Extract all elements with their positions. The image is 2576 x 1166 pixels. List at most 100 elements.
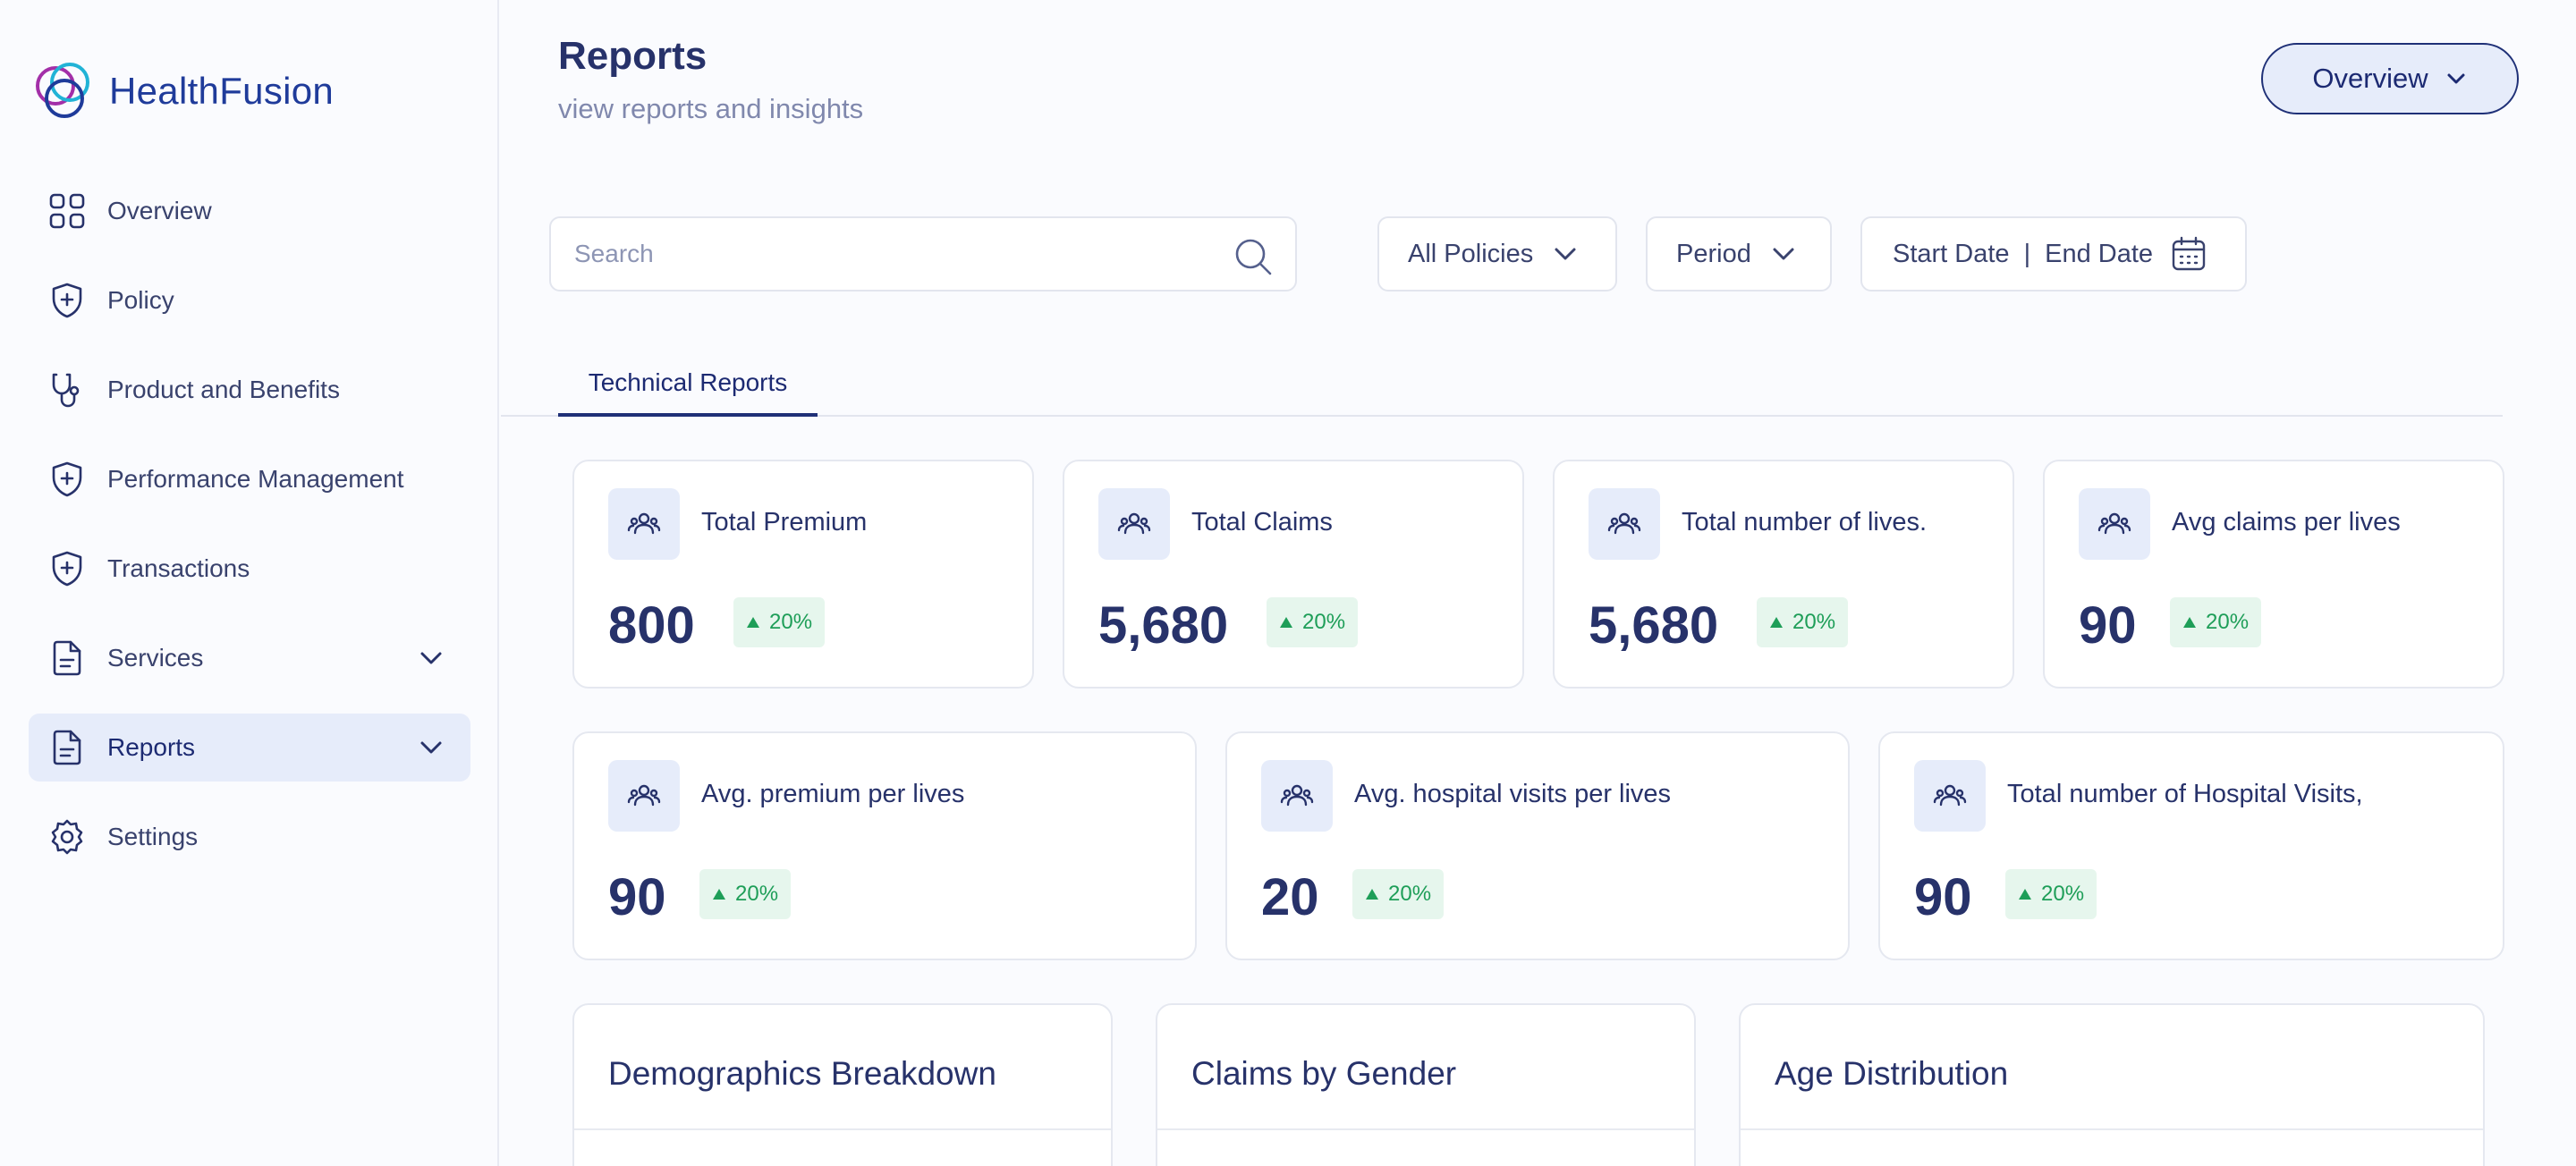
arrow-up-icon: [1366, 889, 1378, 900]
stat-label: Avg. premium per lives: [701, 780, 965, 808]
stat-label: Total Premium: [701, 508, 868, 537]
change-badge: 20%: [699, 869, 792, 919]
claims-by-gender-panel: Claims by Gender: [1156, 1003, 1696, 1166]
sidebar-nav: Overview Policy Product and Benefits Per…: [29, 177, 470, 892]
users-icon: [1098, 488, 1170, 560]
change-value: 20%: [769, 610, 813, 634]
panel-divider: [1157, 1128, 1694, 1130]
stat-label: Avg. hospital visits per lives: [1354, 780, 1672, 808]
date-range-picker[interactable]: Start Date | End Date: [1860, 216, 2247, 292]
sidebar-item-overview[interactable]: Overview: [29, 177, 470, 245]
stat-label: Total number of lives.: [1682, 508, 1928, 537]
change-value: 20%: [2041, 882, 2085, 906]
healthfusion-logo-icon: [36, 63, 89, 118]
end-date-label: End Date: [2045, 239, 2154, 268]
chevron-down-icon[interactable]: [419, 735, 444, 760]
arrow-up-icon: [1770, 617, 1783, 628]
document-icon: [47, 638, 88, 679]
shield-plus-icon: [47, 459, 88, 500]
arrow-up-icon: [713, 889, 725, 900]
stat-label: Total number of Hospital Visits,: [2007, 780, 2363, 808]
sidebar-item-label: Policy: [107, 286, 174, 314]
sidebar-item-product-and-benefits[interactable]: Product and Benefits: [29, 356, 470, 424]
chevron-down-icon: [2447, 73, 2465, 84]
chevron-down-icon: [1773, 248, 1794, 260]
panel-divider: [1741, 1128, 2483, 1130]
sidebar-item-services[interactable]: Services: [29, 624, 470, 692]
change-badge: 20%: [1267, 597, 1359, 647]
users-icon: [1914, 760, 1986, 832]
chevron-down-icon[interactable]: [419, 646, 444, 671]
change-badge: 20%: [2170, 597, 2262, 647]
sidebar-item-label: Product and Benefits: [107, 376, 340, 403]
sidebar-item-performance-management[interactable]: Performance Management: [29, 445, 470, 513]
panel-divider: [574, 1128, 1111, 1130]
period-dropdown[interactable]: Period: [1646, 216, 1832, 292]
users-icon: [608, 760, 680, 832]
date-separator: |: [2023, 239, 2031, 268]
sidebar-item-label: Performance Management: [107, 465, 404, 493]
claims-by-gender-chart: [1157, 1130, 1694, 1166]
chevron-down-icon: [1555, 248, 1576, 260]
search-box[interactable]: [549, 216, 1297, 292]
stat-card-total-claims: Total Claims 5,680 20%: [1063, 460, 1524, 689]
change-value: 20%: [1388, 882, 1432, 906]
stethoscope-icon: [47, 369, 88, 410]
arrow-up-icon: [1280, 617, 1292, 628]
policies-dropdown[interactable]: All Policies: [1377, 216, 1617, 292]
stat-value: 20: [1261, 868, 1319, 926]
page-title: Reports: [558, 34, 708, 78]
app-name: HealthFusion: [109, 70, 335, 112]
stat-card-total-number-of-lives: Total number of lives. 5,680 20%: [1553, 460, 2014, 689]
arrow-up-icon: [747, 617, 759, 628]
demographics-breakdown-panel: Demographics Breakdown: [572, 1003, 1113, 1166]
users-icon: [608, 488, 680, 560]
sidebar-item-reports[interactable]: Reports: [29, 714, 470, 782]
arrow-up-icon: [2019, 889, 2031, 900]
stat-value: 90: [1914, 868, 1972, 926]
sidebar-item-label: Reports: [107, 733, 196, 761]
stat-card-total-number-of-hospital-visits: Total number of Hospital Visits, 90 20%: [1878, 731, 2504, 960]
stat-card-avg-claims-per-lives: Avg claims per lives 90 20%: [2043, 460, 2504, 689]
panel-title: Age Distribution: [1775, 1055, 2009, 1092]
sidebar-item-label: Settings: [107, 823, 199, 850]
logo[interactable]: HealthFusion: [29, 55, 334, 127]
stat-value: 800: [608, 596, 695, 655]
sidebar: HealthFusion Overview Policy Product and…: [0, 0, 499, 1166]
sidebar-item-transactions[interactable]: Transactions: [29, 535, 470, 603]
stat-card-total-premium: Total Premium 800 20%: [572, 460, 1034, 689]
change-value: 20%: [1792, 610, 1836, 634]
stat-card-avg-premium-per-lives: Avg. premium per lives 90 20%: [572, 731, 1197, 960]
search-icon[interactable]: [1233, 236, 1274, 277]
report-tabs: Technical Reports: [501, 352, 2503, 417]
change-value: 20%: [1302, 610, 1346, 634]
stat-value: 5,680: [1589, 596, 1719, 655]
grid-icon: [47, 190, 88, 232]
change-badge: 20%: [733, 597, 826, 647]
change-value: 20%: [2206, 610, 2250, 634]
sidebar-item-policy[interactable]: Policy: [29, 266, 470, 334]
start-date-label: Start Date: [1893, 239, 2010, 268]
policies-dropdown-label: All Policies: [1408, 239, 1534, 268]
sidebar-item-label: Overview: [107, 197, 212, 224]
change-value: 20%: [735, 882, 779, 906]
stat-value: 90: [2079, 596, 2137, 655]
tab-technical-reports[interactable]: Technical Reports: [558, 352, 818, 417]
users-icon: [1589, 488, 1660, 560]
page-subtitle: view reports and insights: [558, 93, 864, 124]
stat-label: Avg claims per lives: [2172, 508, 2401, 537]
panel-title: Claims by Gender: [1191, 1055, 1457, 1092]
sidebar-item-settings[interactable]: Settings: [29, 803, 470, 871]
overview-dropdown-button[interactable]: Overview: [2261, 43, 2519, 114]
stat-value: 90: [608, 868, 666, 926]
change-badge: 20%: [1352, 869, 1445, 919]
age-distribution-panel: Age Distribution: [1739, 1003, 2485, 1166]
sidebar-item-label: Transactions: [107, 554, 250, 582]
document-icon: [47, 727, 88, 768]
arrow-up-icon: [2183, 617, 2196, 628]
change-badge: 20%: [2005, 869, 2097, 919]
change-badge: 20%: [1757, 597, 1849, 647]
stat-label: Total Claims: [1191, 508, 1333, 537]
search-input[interactable]: [574, 234, 1200, 274]
stat-value: 5,680: [1098, 596, 1229, 655]
